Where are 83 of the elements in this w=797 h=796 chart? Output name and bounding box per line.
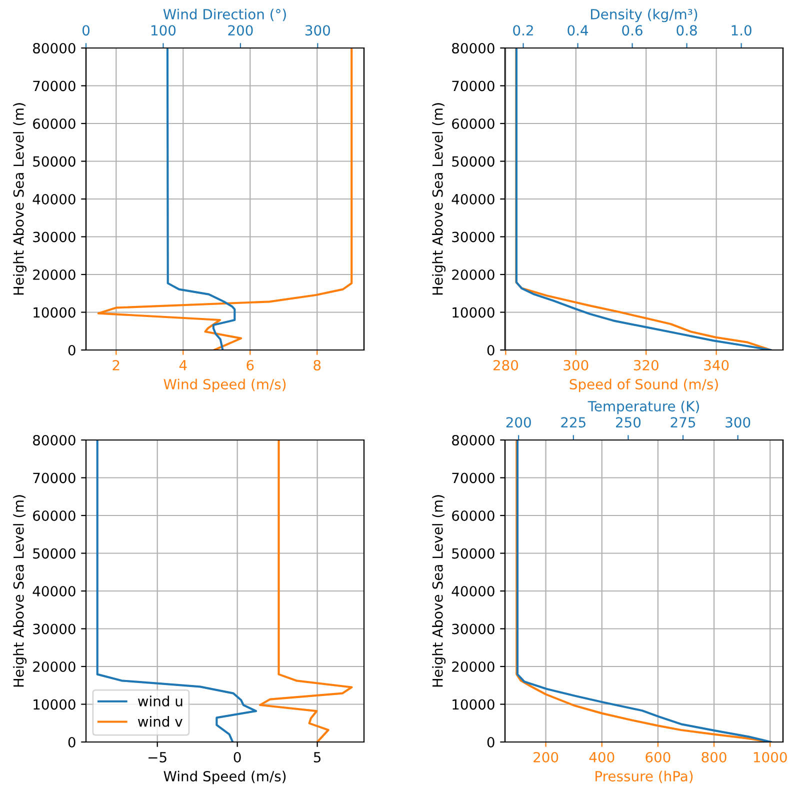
- x2-tick-label: 300: [305, 25, 330, 36]
- y-tick-label: 50000: [33, 548, 76, 559]
- y-tick-label: 80000: [452, 434, 494, 446]
- y-axis-title: Height Above Sea Level (m): [432, 495, 446, 687]
- x2-tick-label: 0.2: [513, 25, 533, 36]
- x2-tick-label: 225: [561, 417, 586, 428]
- y-tick-label: 30000: [452, 232, 494, 242]
- x-tick-label: 2: [112, 360, 120, 370]
- y-tick-label: 40000: [452, 194, 494, 204]
- y-tick-label: 80000: [33, 434, 76, 446]
- legend-label: wind v: [138, 716, 182, 727]
- x-axis-title: Wind Speed (m/s): [164, 770, 286, 784]
- y-tick-label: 50000: [33, 156, 76, 167]
- x-tick-label: 4: [179, 360, 187, 370]
- x-tick-label: 340: [704, 360, 729, 370]
- x-tick-label: 280: [493, 360, 518, 370]
- y-tick-label: 20000: [452, 269, 494, 280]
- y-tick-label: 60000: [452, 510, 494, 521]
- y-tick-label: 20000: [452, 661, 494, 672]
- y-tick-label: 40000: [32, 586, 76, 596]
- y-tick-label: 30000: [33, 232, 76, 242]
- y-tick-label: 10000: [452, 307, 494, 318]
- line-series: [258, 440, 353, 742]
- x2-tick-label: 0.4: [568, 25, 588, 36]
- x-tick-label: 600: [646, 752, 670, 762]
- x-tick-label: 400: [589, 752, 614, 762]
- y-tick-label: 20000: [33, 661, 76, 672]
- y-tick-label: 50000: [452, 156, 494, 167]
- x2-tick-label: 100: [151, 25, 176, 36]
- y-tick-label: 0: [487, 344, 494, 356]
- y-tick-label: 70000: [33, 472, 76, 484]
- y-tick-label: 70000: [452, 80, 494, 92]
- x-tick-label: 300: [564, 360, 588, 370]
- x2-tick-label: 300: [726, 417, 750, 428]
- y-tick-label: 0: [68, 344, 76, 356]
- y-tick-label: 10000: [452, 699, 494, 710]
- x-axis-title: Pressure (hPa): [596, 770, 693, 784]
- line-series: [97, 48, 353, 350]
- x-tick-label: 5: [314, 752, 320, 762]
- x-axis-title: Speed of Sound (m/s): [570, 378, 718, 392]
- y-axis-title: Height Above Sea Level (m): [432, 103, 446, 295]
- x2-tick-label: 275: [670, 417, 696, 428]
- y-tick-label: 0: [487, 736, 494, 748]
- x2-tick-label: 1.0: [732, 25, 752, 36]
- y-tick-label: 40000: [32, 194, 76, 204]
- y-tick-label: 60000: [33, 118, 76, 129]
- x-tick-label: 6: [246, 360, 254, 370]
- line-series: [515, 48, 772, 350]
- y-tick-label: 30000: [33, 624, 76, 634]
- y-tick-label: 50000: [452, 548, 494, 559]
- x-tick-label: −5: [148, 752, 166, 762]
- x-axis-title: Wind Speed (m/s): [164, 378, 286, 392]
- x-tick-label: 0: [234, 752, 241, 762]
- y-tick-label: 80000: [33, 42, 76, 54]
- y-tick-label: 10000: [34, 699, 76, 710]
- y-axis-title: Height Above Sea Level (m): [13, 495, 27, 687]
- x2-tick-label: 200: [228, 25, 253, 36]
- x-tick-label: 320: [634, 360, 658, 370]
- y-tick-label: 70000: [33, 80, 76, 92]
- x-tick-label: 8: [314, 360, 321, 370]
- x-tick-label: 800: [702, 752, 726, 762]
- y-axis-title: Height Above Sea Level (m): [13, 103, 27, 295]
- x2-axis-title: Temperature (K): [588, 400, 699, 414]
- y-tick-label: 0: [68, 736, 76, 748]
- line-series: [96, 440, 258, 742]
- y-tick-label: 60000: [33, 510, 76, 521]
- y-tick-label: 40000: [452, 586, 494, 596]
- x2-tick-label: 0.8: [676, 25, 697, 36]
- legend-label: wind u: [138, 696, 182, 706]
- x-tick-label: 200: [534, 752, 558, 762]
- y-tick-label: 10000: [34, 307, 76, 318]
- x2-tick-label: 200: [506, 417, 531, 428]
- x2-tick-label: 0: [82, 25, 90, 36]
- x2-axis-title: Density (kg/m³): [591, 8, 698, 22]
- y-tick-label: 30000: [452, 624, 494, 634]
- y-tick-label: 20000: [33, 269, 76, 280]
- x2-tick-label: 250: [616, 417, 641, 428]
- y-tick-label: 80000: [452, 42, 494, 54]
- x2-tick-label: 0.6: [622, 25, 642, 36]
- y-tick-label: 60000: [452, 118, 494, 129]
- y-tick-label: 70000: [452, 472, 494, 484]
- x-tick-label: 1000: [754, 752, 787, 762]
- x2-axis-title: Wind Direction (°): [163, 8, 286, 22]
